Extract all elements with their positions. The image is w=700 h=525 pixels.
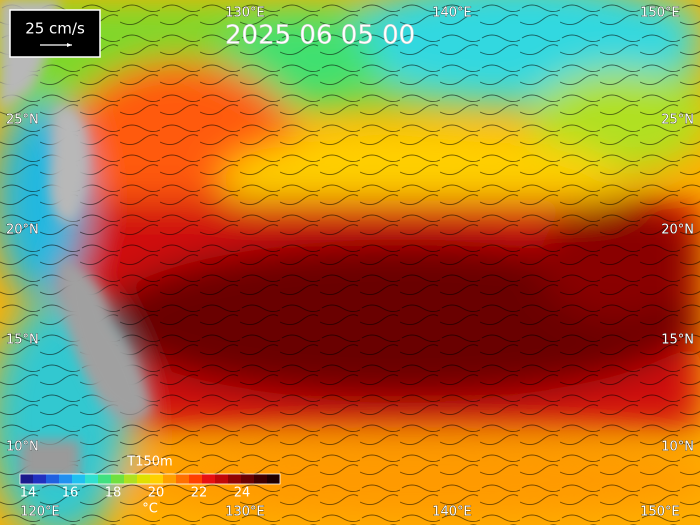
- colorbar-swatch: [33, 474, 46, 484]
- lat-label: 25°N: [661, 113, 694, 128]
- scale-legend: 25 cm/s: [9, 9, 101, 58]
- colorbar-swatch: [85, 474, 98, 484]
- legend-scale: 25 cm/s: [25, 20, 85, 38]
- lon-label: 120°E: [20, 505, 60, 520]
- lon-label: 130°E: [225, 6, 265, 21]
- colorbar-swatch: [72, 474, 85, 484]
- colorbar-swatch: [111, 474, 124, 484]
- colorbar-frame: [19, 473, 281, 485]
- colorbar-swatch: [98, 474, 111, 484]
- colorbar-swatch: [176, 474, 189, 484]
- colorbar-title: T150m: [126, 455, 172, 470]
- lon-label: 130°E: [225, 505, 265, 520]
- colorbar-swatch: [202, 474, 215, 484]
- colorbar-tick: 14: [20, 486, 37, 501]
- arrow-head: [67, 43, 72, 47]
- colorbar-tick: 22: [191, 486, 208, 501]
- colorbar-swatch: [215, 474, 228, 484]
- colorbar-swatch: [228, 474, 241, 484]
- lat-label: 15°N: [6, 333, 39, 348]
- colorbar-unit: °C: [142, 502, 158, 517]
- lon-label: 150°E: [640, 505, 680, 520]
- lon-label: 150°E: [640, 6, 680, 21]
- colorbar-tick: 18: [105, 486, 122, 501]
- colorbar-swatch: [124, 474, 137, 484]
- colorbar-tick: 20: [148, 486, 165, 501]
- colorbar: T150m °C 14 16 18 20 22 24: [19, 455, 281, 517]
- colorbar-swatch: [59, 474, 72, 484]
- lon-label: 140°E: [432, 6, 472, 21]
- colorbar-swatch: [163, 474, 176, 484]
- lon-label: 140°E: [432, 505, 472, 520]
- colorbar-swatch: [189, 474, 202, 484]
- lat-label: 15°N: [661, 333, 694, 348]
- legend-box: [9, 9, 101, 58]
- lat-label: 20°N: [661, 223, 694, 238]
- colorbar-swatch: [150, 474, 163, 484]
- timestamp: 2025 06 05 00: [225, 21, 415, 51]
- lat-label: 20°N: [6, 223, 39, 238]
- colorbar-swatch: [267, 474, 280, 484]
- colorbar-swatch: [254, 474, 267, 484]
- colorbar-tick: 24: [234, 486, 251, 501]
- lat-label: 25°N: [6, 113, 39, 128]
- colorbar-swatch: [241, 474, 254, 484]
- lat-label: 10°N: [661, 440, 694, 455]
- colorbar-swatch: [137, 474, 150, 484]
- lat-label: 10°N: [6, 440, 39, 455]
- colorbar-swatch: [20, 474, 33, 484]
- colorbar-tick: 16: [62, 486, 79, 501]
- colorbar-swatch: [46, 474, 59, 484]
